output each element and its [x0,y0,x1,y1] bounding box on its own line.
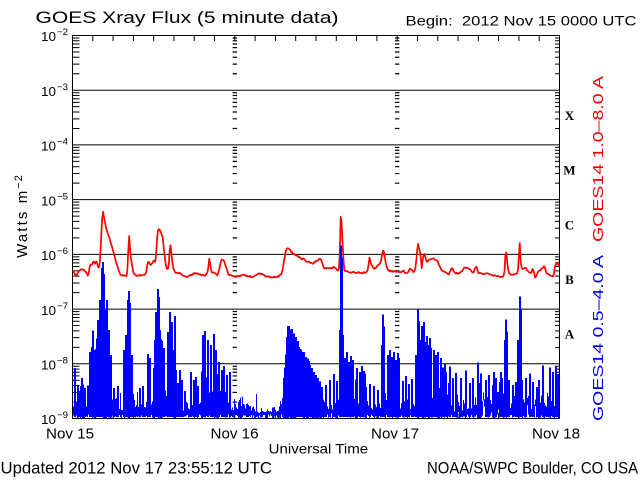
svg-text:−2: −2 [57,27,68,38]
svg-text:−6: −6 [57,246,68,257]
svg-text:10: 10 [41,29,56,44]
svg-text:−8: −8 [57,355,68,366]
svg-text:10: 10 [41,248,56,263]
svg-text:−5: −5 [57,191,68,202]
svg-text:Updated 2012 Nov 17 23:55:12 U: Updated 2012 Nov 17 23:55:12 UTC [1,459,273,478]
svg-text:10: 10 [41,357,56,372]
svg-text:−4: −4 [57,137,68,148]
svg-text:X: X [565,108,575,123]
svg-text:GOES14 1.0–8.0 A: GOES14 1.0–8.0 A [591,76,607,242]
svg-text:10: 10 [41,193,56,208]
svg-text:10: 10 [41,139,56,154]
svg-text:−9: −9 [57,410,68,421]
svg-text:C: C [565,217,574,232]
svg-text:10: 10 [41,84,56,99]
svg-text:NOAA/SWPC Boulder, CO USA: NOAA/SWPC Boulder, CO USA [427,459,639,478]
svg-text:Nov 17: Nov 17 [371,425,419,442]
svg-text:Nov 15: Nov 15 [46,425,94,442]
svg-text:−7: −7 [57,301,68,312]
svg-text:Nov 18: Nov 18 [532,425,580,442]
svg-text:Universal Time: Universal Time [269,441,369,457]
svg-text:GOES Xray Flux (5 minute data): GOES Xray Flux (5 minute data) [36,8,339,27]
svg-text:B: B [565,272,574,287]
svg-text:GOES14 0.5–4.0 A: GOES14 0.5–4.0 A [591,255,607,421]
svg-text:M: M [563,163,575,178]
svg-text:Begin: 2012 Nov 15 0000 UTC: Begin: 2012 Nov 15 0000 UTC [406,13,637,29]
svg-text:10: 10 [41,303,56,318]
svg-text:Watts m−2: Watts m−2 [13,174,31,258]
svg-text:A: A [565,327,575,342]
svg-text:−3: −3 [57,82,68,93]
svg-text:Nov 16: Nov 16 [211,425,259,442]
svg-text:10: 10 [41,412,56,427]
